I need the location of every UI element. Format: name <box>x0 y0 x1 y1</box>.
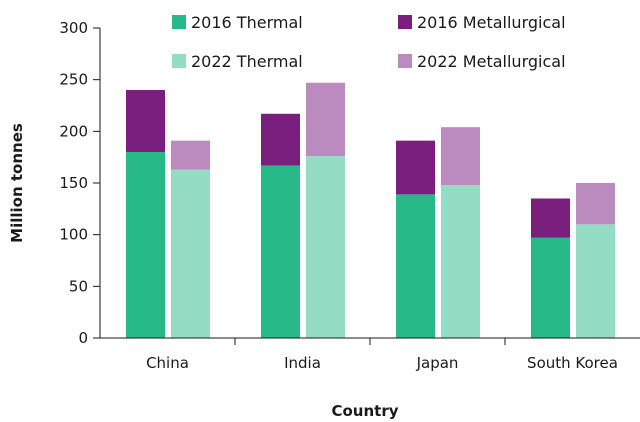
bar-2022-thermal-japan <box>441 185 480 338</box>
bar-2016-thermal-south-korea <box>531 237 570 338</box>
y-tick-label: 300 <box>59 19 88 37</box>
bar-2016-thermal-japan <box>396 194 435 338</box>
bar-2016-metallurgical-india <box>261 113 300 166</box>
y-tick-label: 50 <box>69 277 88 295</box>
y-tick-label: 0 <box>78 329 88 347</box>
legend-swatch <box>172 15 186 29</box>
x-tick-label: South Korea <box>527 354 618 372</box>
bar-2016-metallurgical-south-korea <box>531 198 570 238</box>
y-tick-label: 250 <box>59 71 88 89</box>
x-tick-label: India <box>284 354 321 372</box>
bar-2016-metallurgical-japan <box>396 140 435 195</box>
bar-2022-thermal-south-korea <box>576 224 615 338</box>
y-axis-title: Million tonnes <box>8 123 26 243</box>
legend-label: 2016 Thermal <box>191 13 303 32</box>
legend-label: 2016 Metallurgical <box>417 13 566 32</box>
bar-2022-metallurgical-india <box>306 82 345 157</box>
y-axis: 0 50 100 150 200 250 300 <box>59 19 101 347</box>
y-tick-label: 200 <box>59 122 88 140</box>
legend-swatch <box>172 54 186 68</box>
bar-2022-metallurgical-japan <box>441 127 480 186</box>
bar-2022-metallurgical-south-korea <box>576 183 615 225</box>
bar-2022-thermal-china <box>171 169 210 338</box>
bar-2022-thermal-india <box>306 156 345 338</box>
x-axis-title: Country <box>331 402 398 420</box>
bars <box>126 82 615 338</box>
legend-swatch <box>398 54 412 68</box>
legend-label: 2022 Metallurgical <box>417 52 566 71</box>
bar-2022-metallurgical-china <box>171 140 210 170</box>
y-tick-label: 150 <box>59 174 88 192</box>
bar-2016-thermal-china <box>126 152 165 338</box>
legend: 2016 Thermal 2016 Metallurgical 2022 Therm… <box>172 13 566 71</box>
x-axis: China India Japan South Korea <box>100 337 640 372</box>
bar-2016-metallurgical-china <box>126 90 165 153</box>
x-tick-label: Japan <box>416 354 459 372</box>
x-tick-label: China <box>146 354 189 372</box>
y-tick-label: 100 <box>59 226 88 244</box>
legend-swatch <box>398 15 412 29</box>
bar-2016-thermal-india <box>261 165 300 338</box>
legend-label: 2022 Thermal <box>191 52 303 71</box>
